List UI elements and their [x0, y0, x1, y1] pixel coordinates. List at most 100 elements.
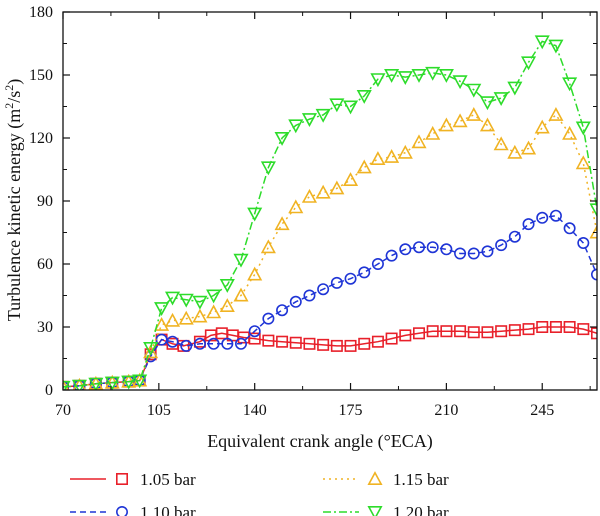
data-point: [71, 379, 87, 390]
series-0: [63, 320, 597, 390]
data-point: [192, 308, 208, 323]
data-point: [522, 218, 535, 231]
data-point: [507, 144, 523, 159]
x-tick-label: 245: [530, 402, 554, 419]
y-axis-label-end: ): [4, 79, 25, 85]
data-point: [467, 247, 480, 260]
data-point: [495, 325, 508, 338]
data-point: [397, 144, 413, 159]
data-point: [301, 113, 318, 127]
data-point: [384, 149, 400, 163]
data-point: [262, 334, 275, 347]
data-point: [63, 380, 71, 390]
legend-label-0: 1.05 bar: [140, 470, 196, 489]
data-point: [425, 125, 441, 140]
legend-marker-3: [367, 505, 383, 516]
data-point: [235, 337, 248, 350]
legend-marker-1: [116, 506, 128, 516]
data-point: [412, 241, 425, 254]
data-point: [493, 92, 509, 106]
data-point: [178, 293, 194, 308]
data-point: [412, 327, 425, 340]
data-point: [180, 339, 193, 352]
data-point: [342, 172, 359, 186]
data-point: [549, 209, 562, 222]
y-tick-label: 0: [45, 382, 53, 399]
data-point: [548, 107, 564, 121]
data-point: [219, 298, 235, 313]
y-axis-label-sup1: 2: [2, 103, 16, 109]
data-point: [440, 243, 453, 256]
data-point: [548, 39, 564, 54]
data-point: [192, 295, 208, 310]
data-point: [466, 83, 482, 98]
series-1: [63, 209, 597, 390]
data-point: [303, 289, 316, 302]
data-point: [562, 77, 578, 92]
data-point: [452, 113, 468, 128]
data-point: [481, 245, 494, 258]
data-point: [233, 253, 249, 268]
x-tick-label: 175: [339, 402, 363, 419]
y-tick-label: 60: [37, 256, 53, 273]
x-tick-label: 70: [55, 402, 71, 419]
data-point: [88, 377, 104, 390]
x-tick-label: 105: [147, 402, 171, 419]
data-point: [520, 140, 537, 155]
data-point: [356, 90, 372, 104]
x-axis-label: Equivalent crank angle (°ECA): [207, 431, 433, 452]
data-point: [221, 337, 234, 350]
y-axis-label: Turbulence kinetic energy (m2/s2): [2, 79, 25, 321]
data-point: [276, 335, 289, 348]
data-point: [467, 326, 480, 339]
data-point: [534, 119, 550, 134]
data-point: [330, 276, 343, 289]
legend-marker-2: [367, 471, 383, 486]
data-point: [248, 332, 261, 345]
data-point: [164, 312, 181, 327]
data-point: [132, 374, 148, 389]
data-point: [219, 278, 235, 293]
data-point: [143, 344, 159, 359]
data-point: [329, 98, 345, 113]
data-point: [274, 132, 290, 146]
data-point: [384, 69, 400, 83]
data-point: [426, 325, 439, 338]
data-point: [342, 100, 359, 115]
data-point: [536, 211, 549, 224]
data-point: [247, 207, 263, 222]
data-point: [370, 151, 386, 165]
series-2: [63, 107, 597, 390]
data-point: [358, 337, 371, 350]
data-point: [454, 247, 467, 260]
data-point: [262, 312, 275, 325]
plot-frame: [62, 11, 598, 391]
legend: 1.05 bar 1.10 bar 1.15 bar 1.20 bar: [70, 470, 449, 516]
series-line-1: [63, 214, 597, 388]
data-point: [154, 317, 170, 331]
data-point: [248, 325, 261, 338]
data-point: [399, 329, 412, 342]
data-point: [288, 119, 304, 134]
y-tick-label: 180: [29, 4, 53, 21]
data-point: [193, 337, 206, 350]
data-point: [121, 375, 137, 390]
data-point: [591, 268, 597, 281]
data-point: [479, 96, 496, 111]
data-point: [589, 203, 597, 218]
data-point: [452, 75, 468, 90]
axes: 70 105 140 175 210 245 0 30 60 90 120 150 180: [29, 4, 598, 419]
data-point: [438, 117, 454, 132]
data-point: [371, 257, 384, 270]
y-axis-label-mid: /s: [4, 91, 24, 103]
data-point: [247, 266, 263, 281]
data-point: [274, 216, 290, 231]
data-point: [276, 304, 289, 317]
data-point: [330, 339, 343, 352]
data-point: [577, 323, 590, 336]
data-point: [154, 302, 170, 316]
data-point: [385, 249, 398, 262]
data-point: [206, 289, 222, 304]
data-point: [317, 283, 330, 296]
data-point: [536, 320, 549, 333]
